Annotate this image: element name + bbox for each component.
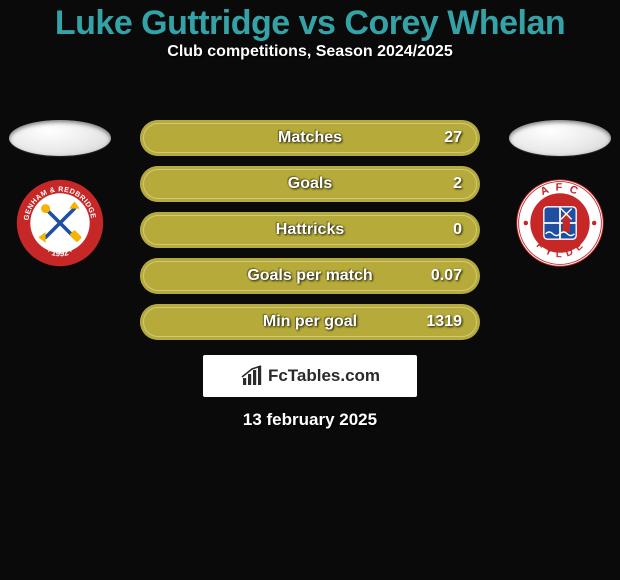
stat-bar-goals: Goals 2: [140, 166, 480, 202]
stat-label: Goals per match: [247, 267, 372, 285]
right-player-column: A F C F Y L D E: [500, 120, 620, 268]
player1-avatar-placeholder: [9, 120, 111, 156]
stat-label: Min per goal: [263, 313, 357, 331]
stat-label: Goals: [288, 175, 332, 193]
stat-bar-matches: Matches 27: [140, 120, 480, 156]
bar-chart-icon: [240, 364, 264, 388]
stat-bar-goals-per-match: Goals per match 0.07: [140, 258, 480, 294]
player2-club-badge: A F C F Y L D E: [515, 178, 605, 268]
stats-bars: Matches 27 Goals 2 Hattricks 0 Goals per…: [140, 120, 480, 340]
stat-label: Matches: [278, 129, 342, 147]
stat-value: 1319: [426, 313, 462, 331]
title-player1: Luke Guttridge: [55, 4, 290, 42]
stat-bar-min-per-goal: Min per goal 1319: [140, 304, 480, 340]
page-title: Luke Guttridge vs Corey Whelan: [0, 0, 620, 43]
stat-bar-hattricks: Hattricks 0: [140, 212, 480, 248]
branding-box: FcTables.com: [203, 355, 417, 397]
stat-value: 27: [444, 129, 462, 147]
stat-value: 2: [453, 175, 462, 193]
stat-value: 0: [453, 221, 462, 239]
footer-date: 13 february 2025: [0, 410, 620, 430]
comparison-infographic: Luke Guttridge vs Corey Whelan Club comp…: [0, 0, 620, 580]
title-vs: vs: [299, 4, 336, 42]
branding-label: FcTables.com: [268, 366, 380, 386]
dagenham-redbridge-badge-icon: DAGENHAM & REDBRIDGE FC · 1992 ·: [15, 178, 105, 268]
title-player2: Corey Whelan: [344, 4, 565, 42]
subtitle: Club competitions, Season 2024/2025: [0, 43, 620, 61]
player1-club-badge: DAGENHAM & REDBRIDGE FC · 1992 ·: [15, 178, 105, 268]
player2-avatar-placeholder: [509, 120, 611, 156]
afc-fylde-badge-icon: A F C F Y L D E: [515, 178, 605, 268]
stat-value: 0.07: [431, 267, 462, 285]
stat-label: Hattricks: [276, 221, 344, 239]
left-player-column: DAGENHAM & REDBRIDGE FC · 1992 ·: [0, 120, 120, 268]
